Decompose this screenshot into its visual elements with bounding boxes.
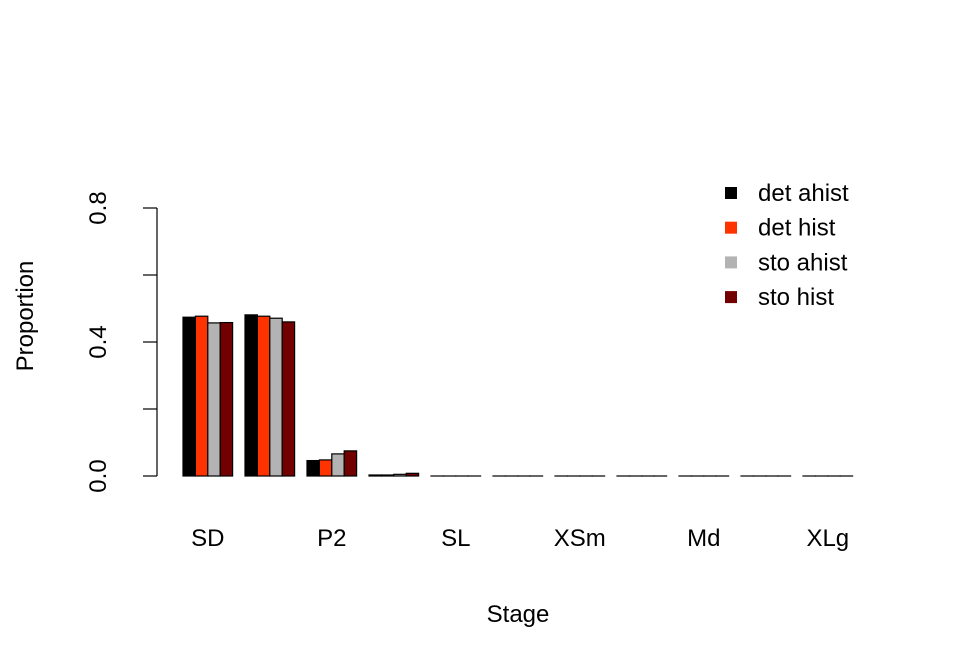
bar-det-hist: [380, 474, 395, 477]
bars: [182, 314, 854, 477]
x-tick-label: P2: [317, 525, 346, 552]
x-tick-label: Md: [687, 525, 720, 552]
legend-swatch: [725, 221, 737, 234]
legend-swatch: [725, 187, 737, 199]
legend-label: sto ahist: [758, 249, 848, 276]
bar-sto-ahist: [269, 317, 283, 477]
x-tick-label: XLg: [806, 525, 849, 552]
bar-det-hist: [194, 315, 209, 477]
y-axis-label: Proportion: [12, 261, 39, 372]
bar-sto-hist: [405, 472, 420, 477]
bar-sto-ahist: [331, 453, 345, 477]
bar-sto-ahist: [207, 322, 221, 477]
x-tick-label: SL: [441, 525, 470, 552]
bar-sto-hist: [219, 321, 234, 477]
x-tick-label: SD: [191, 525, 224, 552]
bar-det-ahist: [244, 314, 258, 477]
y-tick-label: 0.8: [85, 191, 112, 224]
y-tick-label: 0.0: [85, 459, 112, 492]
bar-det-ahist: [368, 474, 382, 477]
y-tick-label: 0.4: [85, 325, 112, 358]
bar-det-ahist: [306, 459, 320, 477]
x-axis-label: Stage: [487, 601, 550, 628]
legend: det ahist det hist sto ahist sto hist: [725, 180, 849, 311]
legend-label: sto hist: [758, 284, 834, 311]
bar-sto-hist: [281, 321, 296, 477]
bar-det-hist: [318, 459, 333, 477]
bar-det-ahist: [182, 316, 196, 477]
legend-label: det ahist: [758, 180, 849, 207]
legend-swatch: [725, 256, 737, 269]
bar-det-hist: [256, 315, 271, 477]
y-axis: 0.0 0.4 0.8: [85, 191, 158, 493]
bar-sto-ahist: [393, 473, 407, 477]
x-tick-label: XSm: [554, 525, 606, 552]
x-tick-labels: SD P2 SL XSm Md XLg: [191, 525, 849, 552]
legend-swatch: [725, 291, 737, 304]
bar-sto-hist: [343, 450, 358, 477]
legend-label: det hist: [758, 215, 836, 242]
